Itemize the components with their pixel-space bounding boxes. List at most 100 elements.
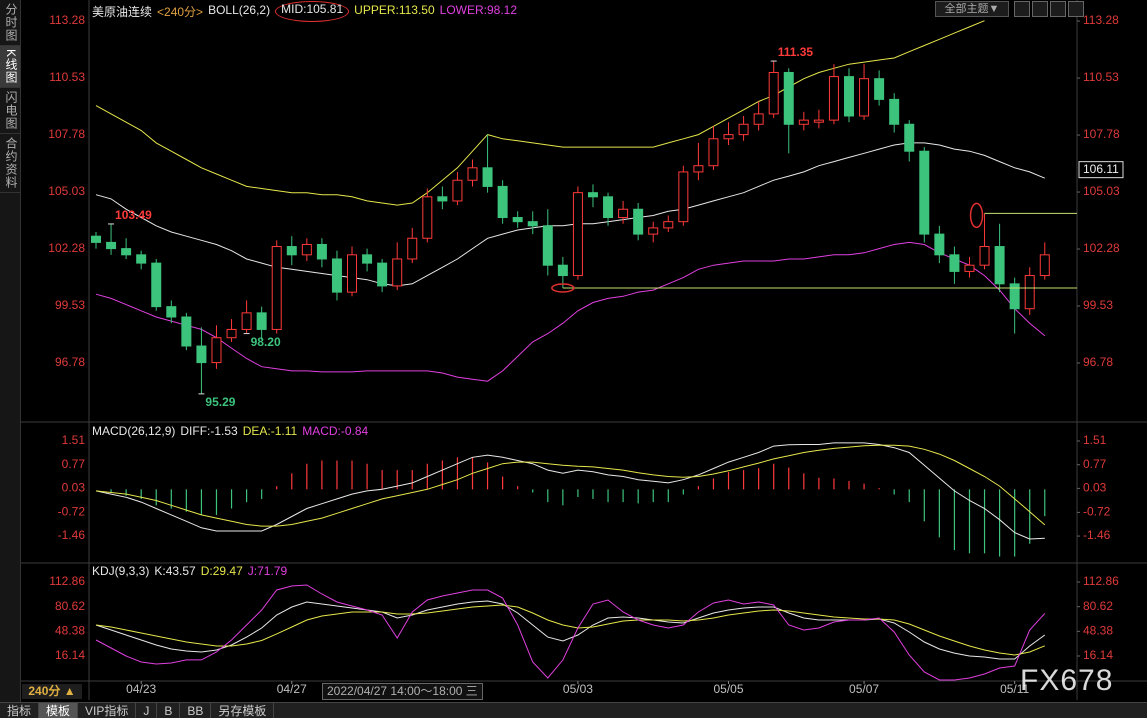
y-tick-label: 110.53 (49, 70, 85, 84)
y-tick-label: 16.14 (1083, 648, 1113, 662)
candle-body (904, 123, 915, 152)
candle-body (1024, 275, 1035, 310)
candle-body (813, 119, 824, 123)
y-tick-label: 105.03 (48, 184, 85, 198)
candle-body (1039, 254, 1050, 277)
sidebar-tab[interactable]: 闪电图 (0, 88, 20, 135)
sidebar: 分时图 K线图 闪电图 合约资料 (0, 0, 21, 718)
window-icon[interactable] (1050, 1, 1066, 17)
legend-item: LOWER:98.12 (439, 3, 518, 17)
extreme-label: 111.35 (778, 45, 814, 59)
candle-body (738, 123, 749, 136)
period-selector[interactable]: 240分 ▲ (22, 684, 82, 699)
tab-bar: 指标 模板 VIP指标 J B BB 另存模板 (0, 702, 1147, 718)
indicator-line (95, 442, 1045, 540)
candle-body (934, 233, 945, 256)
tab[interactable]: VIP指标 (78, 703, 137, 718)
candle-body (964, 264, 975, 272)
legend-item: D:29.47 (200, 564, 243, 578)
tab[interactable]: 模板 (39, 703, 79, 718)
candle-body (768, 71, 779, 115)
y-tick-label: 105.03 (1083, 184, 1120, 198)
candle-body (859, 78, 870, 117)
x-tick-label: 05/03 (563, 682, 593, 696)
candle-body (919, 150, 930, 235)
candle-body (723, 134, 734, 140)
candle-body (648, 227, 659, 235)
last-price-box (1078, 161, 1124, 179)
legend-item: J:71.79 (247, 564, 288, 578)
window-icon[interactable] (1014, 1, 1030, 17)
last-price-label: 106.11 (1083, 162, 1119, 176)
candle-body (106, 241, 117, 250)
candle-body (407, 237, 418, 260)
candle-body (678, 171, 689, 223)
y-tick-label: 16.14 (55, 648, 85, 662)
legend-item: MID:105.81 (275, 1, 350, 22)
y-tick-label: 107.78 (1083, 127, 1120, 141)
candle-body (798, 119, 809, 125)
annotation-ring (551, 283, 575, 293)
candle-body (121, 248, 132, 256)
candle-body (256, 312, 267, 330)
candle-body (437, 196, 448, 202)
y-tick-label: 0.03 (62, 481, 86, 495)
x-tick-label: 05/07 (849, 682, 879, 696)
candle-body (226, 328, 237, 339)
candle-body (241, 312, 252, 330)
tab[interactable]: 另存模板 (211, 703, 275, 718)
legend-title: KDJ(9,3,3) (92, 564, 150, 578)
candle-body (467, 167, 478, 181)
candle-body (663, 221, 674, 229)
extreme-label: 98.20 (251, 335, 281, 349)
candle-body (286, 246, 297, 256)
window-icon[interactable] (1032, 1, 1048, 17)
sidebar-tab[interactable]: 合约资料 (0, 134, 20, 194)
legend-item: DIFF:-1.53 (180, 424, 238, 438)
extreme-label: 103.49 (115, 208, 152, 222)
candle-body (889, 98, 900, 125)
candle-body (482, 167, 493, 187)
window-icon[interactable] (1068, 1, 1084, 17)
sidebar-tab[interactable]: K线图 (0, 46, 20, 89)
candle-body (347, 254, 358, 293)
candle-body (362, 254, 373, 264)
candle-body (828, 76, 839, 121)
y-tick-label: 112.86 (49, 574, 85, 588)
candle-body (693, 165, 704, 173)
y-tick-label: 112.86 (1083, 574, 1119, 588)
legend: KDJ(9,3,3) K:43.57 D:29.47 J:71.79 (92, 564, 287, 578)
x-tick-label: 04/23 (126, 682, 156, 696)
sidebar-tab[interactable]: 分时图 (0, 0, 20, 46)
y-tick-label: 80.62 (55, 599, 85, 613)
legend-item: UPPER:113.50 (354, 3, 435, 17)
candle-body (136, 254, 147, 264)
candle-body (542, 225, 553, 266)
legend: 美原油连续 <240分> BOLL(26,2) MID:105.81 UPPER:113… (92, 1, 518, 22)
y-tick-label: 102.28 (48, 241, 85, 255)
candle-body (271, 246, 282, 330)
candle-body (994, 246, 1005, 285)
legend-period: <240分> (157, 5, 204, 19)
candle-body (572, 192, 583, 277)
x-tick-label: 05/11 (1000, 682, 1029, 696)
indicator-line (95, 584, 1046, 681)
legend: MACD(26,12,9) DIFF:-1.53 DEA:-1.11 MACD:-0.… (92, 424, 368, 438)
candle-body (392, 258, 403, 287)
theme-button[interactable]: 全部主题▼ (935, 1, 1009, 17)
y-tick-label: 1.51 (1083, 433, 1107, 447)
candle-body (196, 345, 207, 364)
y-tick-label: 48.38 (55, 624, 85, 638)
tab[interactable]: B (157, 703, 181, 718)
tab[interactable]: 指标 (0, 703, 40, 718)
tab[interactable]: J (136, 703, 158, 718)
candle-body (783, 71, 794, 125)
candle-body (91, 235, 101, 243)
indicator-line (95, 600, 1046, 660)
candle-body (211, 337, 222, 364)
candle-body (618, 208, 629, 219)
tab[interactable]: BB (180, 703, 212, 718)
candle-body (874, 78, 885, 100)
